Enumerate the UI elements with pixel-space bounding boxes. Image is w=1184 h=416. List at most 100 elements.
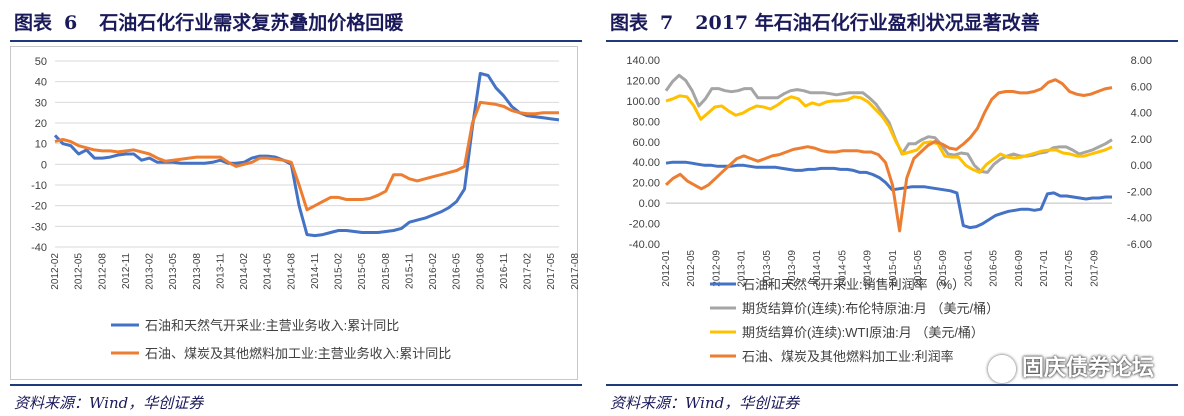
- right-x-tick-label: 2016-09: [1014, 250, 1025, 287]
- left-x-tick-label: 2016-11: [499, 253, 510, 289]
- right-x-tick-label: 2013-05: [762, 250, 773, 287]
- right-x-tick-label: 2015-05: [913, 250, 924, 287]
- watermark: 固庆债券论坛: [987, 350, 1154, 383]
- right-source: 资料来源：Wind，华创证券: [610, 394, 800, 412]
- right-y-right-tick-label: -4.00: [1127, 213, 1152, 225]
- right-y-left-tick-label: 100.00: [626, 96, 660, 108]
- right-chart: -40.00 -20.00 0.00 20.00 40.00 60.00 80.00 100.…: [626, 55, 1152, 364]
- right-x-tick-label: 2017-01: [1039, 250, 1050, 287]
- left-x-tick-label: 2013-05: [168, 253, 179, 290]
- right-x-tick-label: 2012-01: [661, 250, 672, 287]
- left-y-tick-label: 30: [35, 97, 47, 109]
- right-y-right-tick-label: -6.00: [1127, 239, 1152, 251]
- left-x-tick-label: 2016-05: [452, 253, 463, 290]
- right-x-tick-label: 2014-05: [837, 250, 848, 287]
- left-x-tick-label: 2015-02: [334, 253, 345, 290]
- right-x-tick-label: 2016-05: [989, 250, 1000, 287]
- right-y-left-tick-label: 140.00: [626, 55, 660, 67]
- left-title-prefix: 图表: [14, 12, 53, 34]
- right-title-prefix: 图表: [610, 12, 649, 34]
- left-chart-frame: -40 -30 -20 -10 0 10 20 30 40 50 2012-02 2012-05 201…: [10, 46, 604, 380]
- left-source-rule: [10, 384, 582, 386]
- right-legend-label: 石油、煤炭及其他燃料加工业:利润率: [742, 349, 954, 364]
- right-x-tick-label: 2013-09: [787, 250, 798, 287]
- right-x-tick-label: 2014-09: [863, 250, 874, 287]
- right-x-tick-label: 2012-05: [686, 250, 697, 287]
- left-chart: -40 -30 -20 -10 0 10 20 30 40 50 2012-02 2012-05 201…: [31, 56, 604, 361]
- right-legend-label: 石油和天然气开采业:销售利润率（%）: [742, 277, 965, 292]
- right-y-left-tick-label: 20.00: [632, 178, 660, 190]
- right-y-left-tick-label: 0.00: [639, 198, 660, 210]
- left-x-tick-label: 2012-02: [50, 253, 61, 290]
- left-panel: 图表 6 石油石化行业需求复苏叠加价格回暖 -40 -30 -20 -10 0 10 20 30 4…: [0, 0, 604, 416]
- left-y-tick-label: 20: [35, 118, 47, 130]
- right-panel: 图表 7 2017 年石油石化行业盈利状况显著改善 -40.00 -20.00 0.00…: [596, 0, 1184, 416]
- right-x-tick-label: 2012-09: [711, 250, 722, 287]
- right-y-left-tick-label: -40.00: [629, 239, 660, 251]
- right-series-line-3: [665, 94, 1113, 174]
- right-title-rule: [606, 40, 1178, 42]
- left-x-tick-label: 2017-08: [570, 253, 579, 290]
- left-title-text: 石油石化行业需求复苏叠加价格回暖: [99, 12, 404, 34]
- left-x-tick-label: 2015-11: [404, 253, 415, 289]
- left-title-number: 6: [64, 12, 78, 34]
- left-source: 资料来源：Wind，华创证券: [14, 394, 204, 412]
- left-x-tick-label: 2014-05: [263, 253, 274, 290]
- left-x-tick-label: 2017-02: [523, 253, 534, 290]
- left-title: 图表 6 石油石化行业需求复苏叠加价格回暖: [14, 8, 403, 35]
- left-x-tick-label: 2013-11: [215, 253, 226, 289]
- right-y-left-tick-label: 120.00: [626, 75, 660, 87]
- right-y-left-tick-label: 80.00: [632, 116, 660, 128]
- right-x-tick-label: 2013-01: [737, 250, 748, 287]
- wechat-icon: [987, 355, 1016, 383]
- right-legend-label: 期货结算价(连续):WTI原油:月 （美元/桶）: [742, 325, 984, 340]
- right-title-number: 7: [660, 12, 674, 34]
- left-x-tick-label: 2012-05: [74, 253, 85, 290]
- left-x-tick-label: 2014-11: [310, 253, 321, 289]
- left-x-tick-label: 2015-05: [357, 253, 368, 290]
- left-y-tick-label: -40: [31, 242, 47, 254]
- right-y-right-tick-label: 2.00: [1131, 134, 1152, 146]
- right-title-text: 2017 年石油石化行业盈利状况显著改善: [695, 12, 1040, 34]
- left-y-tick-label: 10: [35, 139, 47, 151]
- right-y-right-tick-label: 6.00: [1131, 81, 1152, 93]
- right-y-right-tick-label: -2.00: [1127, 186, 1152, 198]
- right-source-rule: [606, 384, 1178, 386]
- left-x-tick-label: 2016-02: [428, 253, 439, 290]
- left-x-tick-label: 2015-08: [381, 253, 392, 290]
- left-x-tick-label: 2013-02: [145, 253, 156, 290]
- right-legend-label: 期货结算价(连续):布伦特原油:月 （美元/桶）: [742, 301, 999, 316]
- right-series-line-1: [665, 160, 1112, 230]
- right-x-tick-label: 2015-01: [888, 250, 899, 287]
- left-x-tick-label: 2014-08: [286, 253, 297, 290]
- left-legend-label: 石油和天然气开采业:主营业务收入:累计同比: [145, 318, 399, 333]
- left-y-tick-label: 0: [41, 159, 47, 171]
- right-x-tick-label: 2017-05: [1064, 250, 1075, 287]
- left-x-tick-label: 2014-02: [239, 253, 250, 290]
- right-x-tick-label: 2016-01: [963, 250, 974, 287]
- watermark-text: 固庆债券论坛: [1021, 356, 1154, 381]
- left-series-line-2: [54, 100, 559, 212]
- right-series-line-4: [664, 78, 1113, 233]
- left-x-tick-label: 2017-05: [546, 253, 557, 290]
- left-series-line-1: [53, 71, 560, 238]
- right-title: 图表 7 2017 年石油石化行业盈利状况显著改善: [610, 8, 1040, 35]
- left-legend-label: 石油、煤炭及其他燃料加工业:主营业务收入:累计同比: [145, 346, 451, 361]
- left-title-rule: [10, 40, 582, 42]
- right-y-left-tick-label: 60.00: [632, 137, 660, 149]
- right-y-left-tick-label: 40.00: [632, 157, 660, 169]
- right-chart-frame: -40.00 -20.00 0.00 20.00 40.00 60.00 80.00 100.…: [606, 46, 1174, 380]
- left-x-tick-label: 2013-08: [192, 253, 203, 290]
- right-x-tick-label: 2017-09: [1089, 250, 1100, 287]
- right-y-right-tick-label: 0.00: [1131, 160, 1152, 172]
- left-y-tick-label: -10: [31, 180, 47, 192]
- left-x-tick-label: 2012-08: [97, 253, 108, 290]
- right-x-tick-label: 2014-01: [812, 250, 823, 287]
- left-y-tick-label: 40: [35, 77, 47, 89]
- right-x-tick-label: 2015-09: [938, 250, 949, 287]
- right-y-right-tick-label: 4.00: [1131, 108, 1152, 120]
- right-y-right-tick-label: 8.00: [1131, 55, 1152, 67]
- left-y-tick-label: 50: [35, 56, 47, 68]
- right-y-left-tick-label: -20.00: [629, 219, 660, 231]
- left-x-tick-label: 2016-08: [475, 253, 486, 290]
